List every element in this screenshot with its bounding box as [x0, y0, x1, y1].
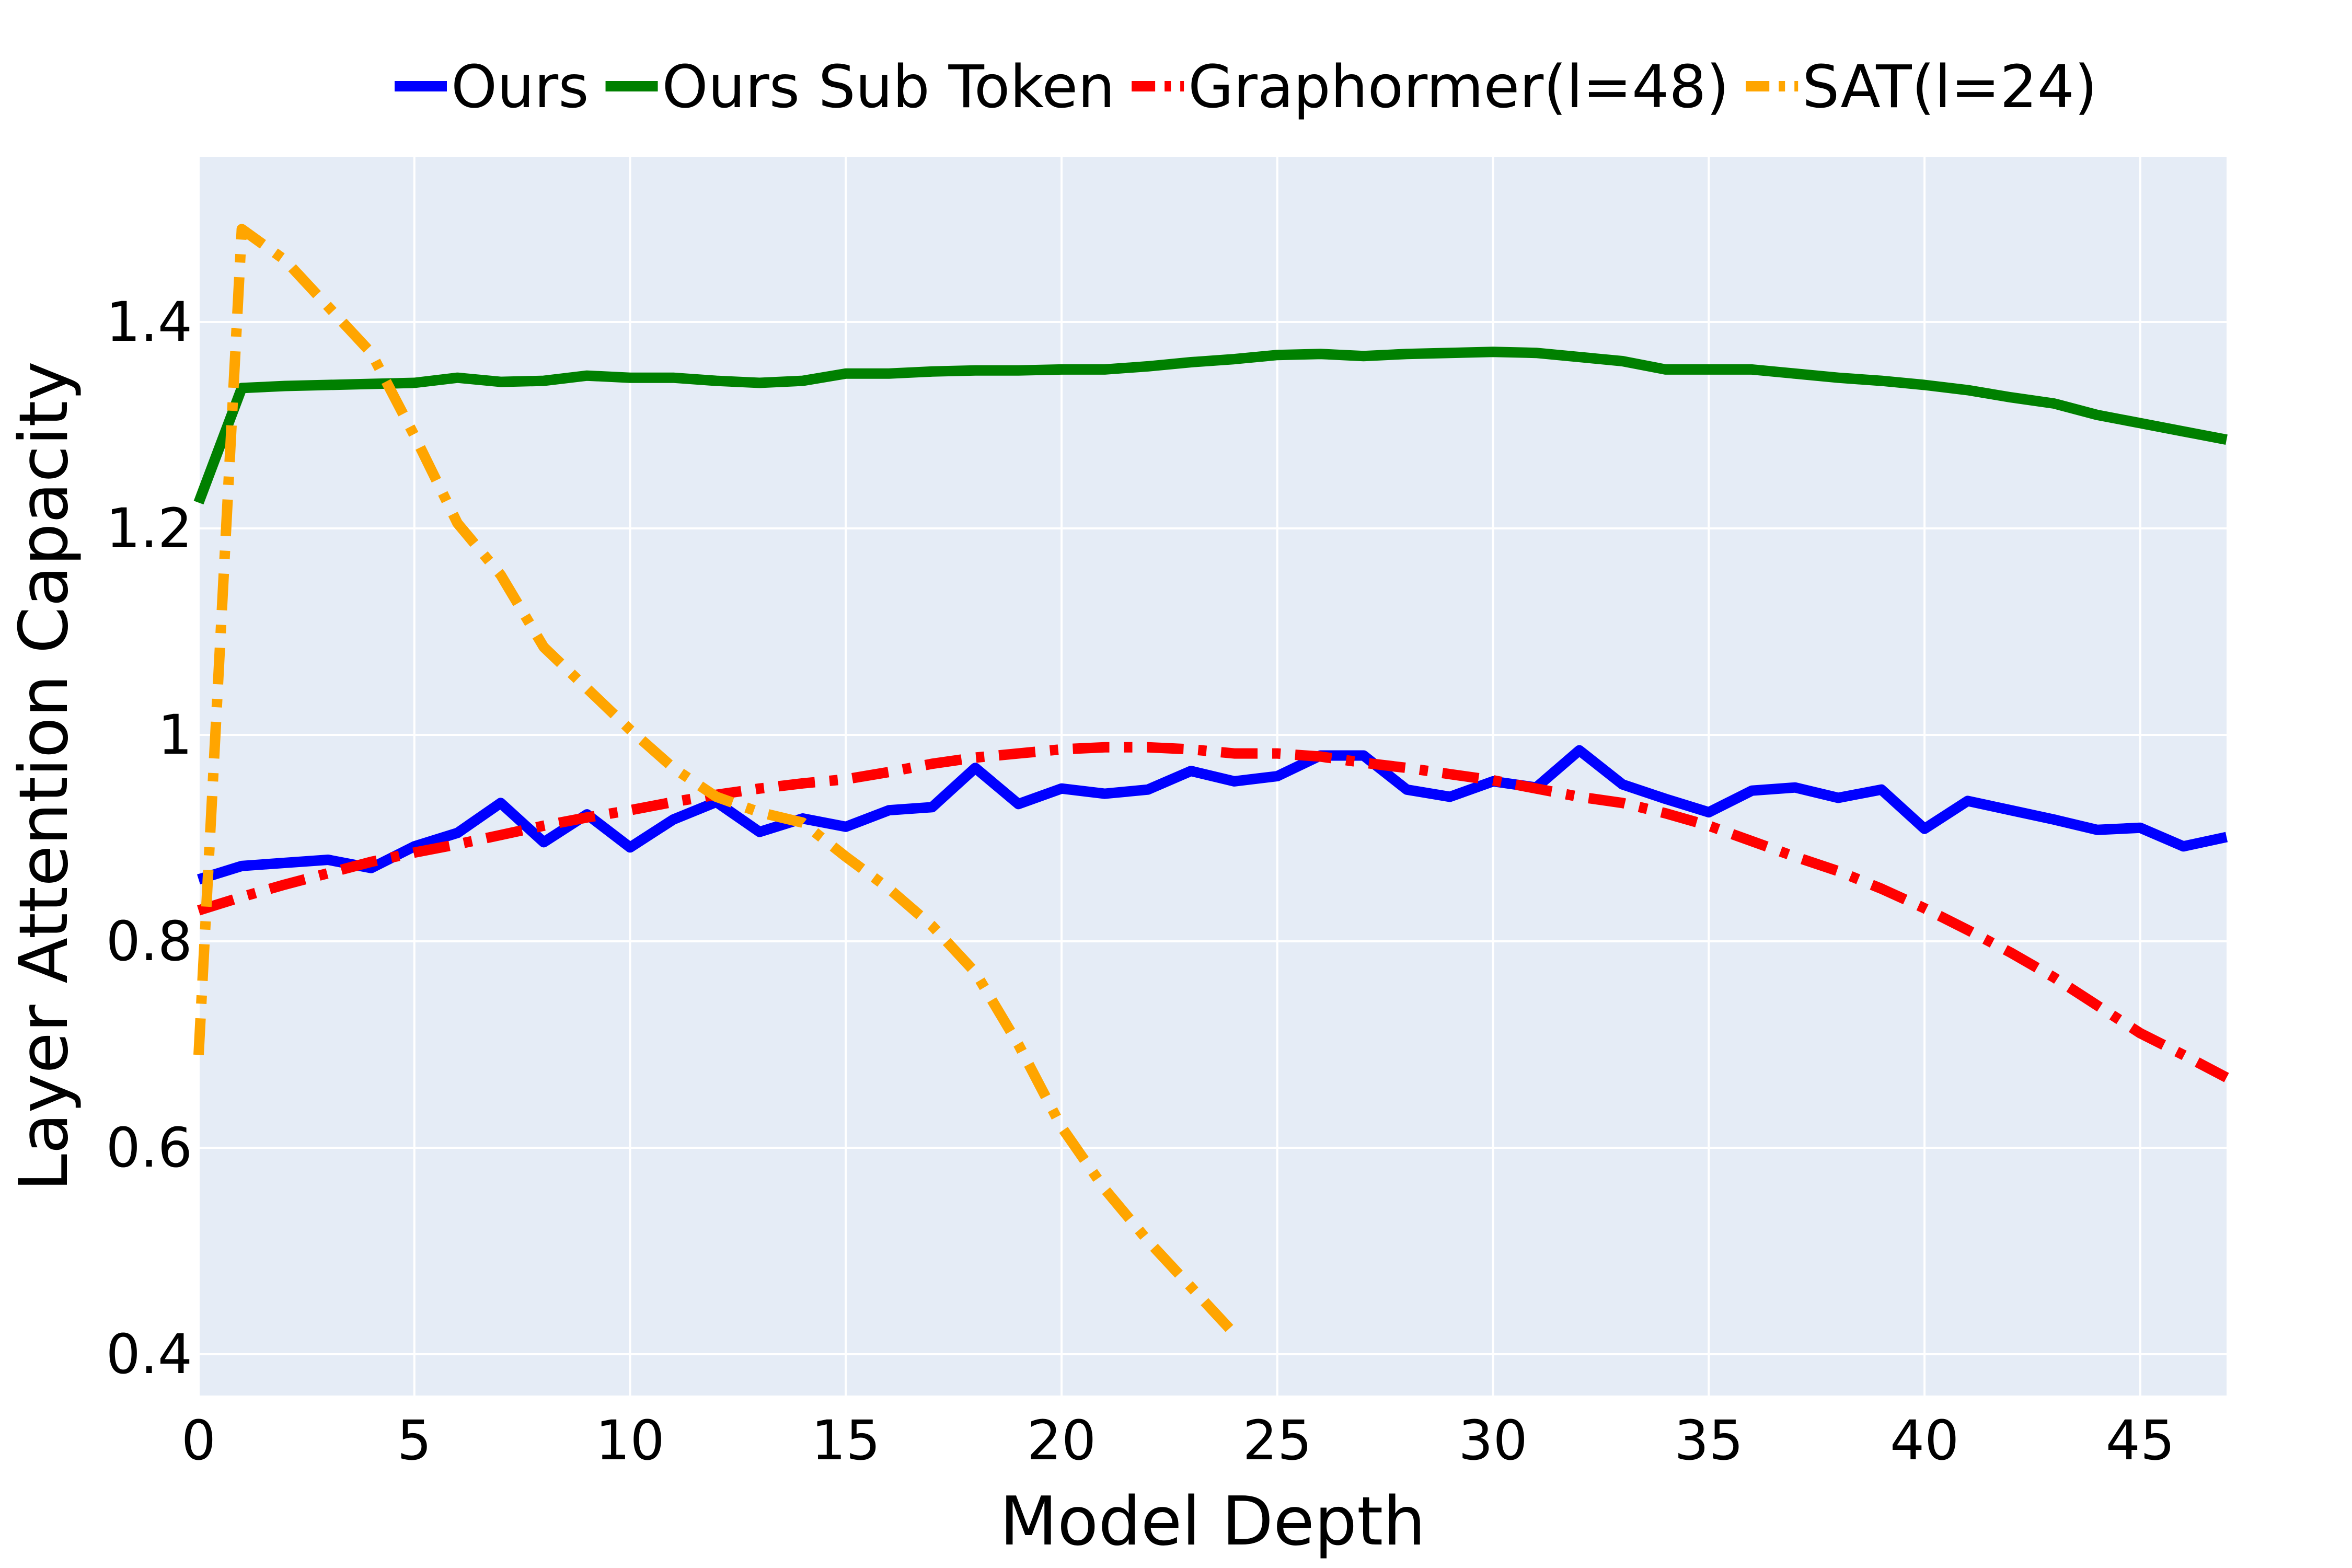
x-tick-label: 5	[397, 1409, 432, 1472]
x-tick-label: 15	[811, 1409, 880, 1472]
y-tick-label: 0.4	[106, 1322, 192, 1386]
legend-item: Ours Sub Token	[605, 53, 1115, 121]
y-tick-label: 1.4	[106, 290, 192, 354]
y-axis-ticks: 0.4 0.6 0.8 1 1.2 1.4	[106, 290, 192, 1386]
x-axis-ticks: 0 5 10 15 20 25 30 35 40 45	[181, 1409, 2175, 1472]
legend: Ours Ours Sub Token Graphormer(l=48) SAT(l=…	[395, 53, 2097, 121]
series-line	[197, 742, 2229, 1082]
legend-label: SAT(l=24)	[1802, 53, 2097, 121]
x-axis-title: Model Depth	[1000, 1483, 1426, 1561]
legend-label: Graphormer(l=48)	[1188, 53, 1729, 121]
y-tick-label: 0.8	[106, 909, 192, 973]
legend-item: Graphormer(l=48)	[1132, 53, 1729, 121]
y-tick-label: 1.2	[106, 497, 192, 560]
gridlines	[198, 157, 2227, 1396]
x-tick-label: 45	[2106, 1409, 2175, 1472]
x-tick-label: 30	[1458, 1409, 1527, 1472]
x-tick-label: 20	[1027, 1409, 1096, 1472]
legend-item: Ours	[395, 53, 589, 121]
x-tick-label: 0	[181, 1409, 216, 1472]
legend-label: Ours	[451, 53, 589, 121]
x-tick-label: 35	[1674, 1409, 1743, 1472]
legend-item: SAT(l=24)	[1746, 53, 2097, 121]
legend-label: Ours Sub Token	[662, 53, 1115, 121]
x-tick-label: 10	[595, 1409, 664, 1472]
series-line	[197, 745, 2228, 885]
y-axis-title: Layer Attention Capacity	[5, 361, 83, 1191]
series-line	[193, 224, 1238, 1338]
series-line	[193, 347, 2228, 505]
y-tick-label: 0.6	[106, 1116, 192, 1180]
x-tick-label: 25	[1243, 1409, 1312, 1472]
series-lines	[193, 224, 2229, 1338]
x-tick-label: 40	[1890, 1409, 1959, 1472]
y-tick-label: 1	[158, 703, 192, 767]
